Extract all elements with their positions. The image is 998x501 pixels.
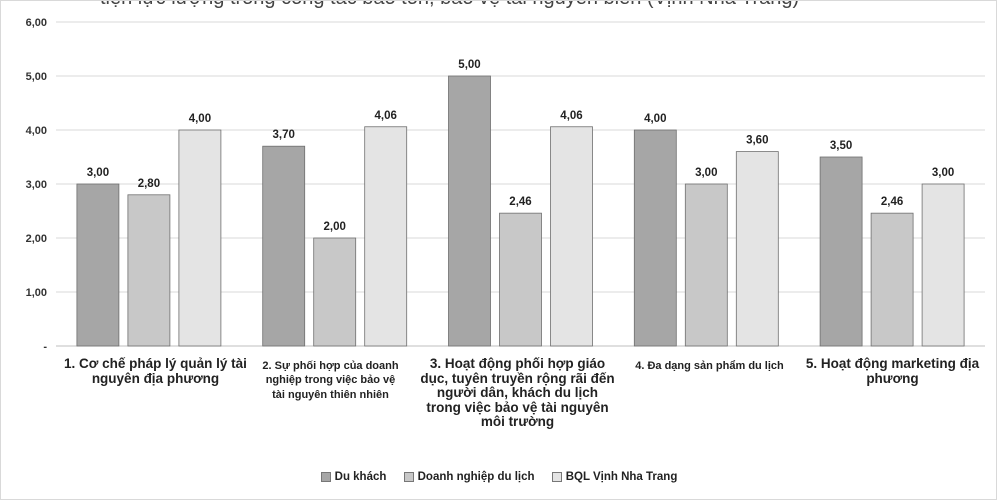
data-label-series1-cat3: 5,00	[458, 59, 480, 71]
bar-series1-cat3	[448, 75, 491, 347]
bar-series2-cat4	[684, 183, 728, 347]
y-tick-label-1: 1,00	[26, 287, 47, 299]
data-label-series3-cat4: 3,60	[746, 135, 768, 147]
y-tick-label-0: -	[43, 341, 47, 353]
legend-swatch-du-khach	[320, 472, 331, 482]
y-tick-label-3: 3,00	[26, 179, 47, 191]
data-label-series2-cat5: 2,46	[881, 196, 903, 208]
y-tick-label-4: 4,00	[26, 125, 47, 137]
bar-series3-cat5	[921, 183, 965, 347]
data-label-series3-cat5: 3,00	[932, 167, 954, 179]
legend-label-du-khach: Du khách	[334, 471, 387, 483]
category-label-5: 5. Hoạt động marketing địa phương	[805, 356, 980, 386]
bar-series1-cat1	[76, 183, 120, 347]
data-label-series3-cat2: 4,06	[375, 110, 397, 122]
data-label-series1-cat2: 3,70	[273, 129, 295, 141]
bar-series2-cat2	[313, 237, 357, 347]
bar-series3-cat3	[550, 126, 593, 347]
category-label-4: 4. Đa dạng sản phẩm du lịch	[635, 360, 784, 372]
legend-label-bql: BQL Vịnh Nha Trang	[565, 471, 678, 483]
y-tick-label-5: 5,00	[26, 71, 47, 83]
data-label-series2-cat2: 2,00	[324, 221, 346, 233]
legend-swatch-doanh-nghiep	[403, 472, 414, 482]
data-label-series3-cat3: 4,06	[560, 110, 582, 122]
data-label-series1-cat4: 4,00	[644, 113, 666, 125]
data-label-series1-cat5: 3,50	[830, 140, 852, 152]
legend-label-doanh-nghiep: Doanh nghiệp du lịch	[417, 471, 535, 483]
data-label-series2-cat1: 2,80	[138, 178, 160, 190]
bar-series1-cat4	[633, 129, 677, 347]
chart-title-cropped: tiện lực lượng trong công tác bảo tồn, b…	[100, 0, 799, 10]
bar-series2-cat3	[499, 212, 542, 347]
bar-series3-cat1	[178, 129, 222, 347]
bar-series2-cat5	[870, 212, 914, 347]
data-label-series1-cat1: 3,00	[87, 167, 109, 179]
data-label-series2-cat4: 3,00	[695, 167, 717, 179]
legend-swatch-bql	[551, 472, 562, 482]
bar-series3-cat2	[364, 126, 408, 347]
data-label-series3-cat1: 4,00	[189, 113, 211, 125]
category-label-1: 1. Cơ chế pháp lý quản lý tài nguyên địa…	[64, 356, 247, 386]
legend-item-bql: BQL Vịnh Nha Trang	[551, 471, 678, 483]
bar-series1-cat2	[262, 145, 306, 347]
y-tick-label-6: 6,00	[26, 17, 47, 29]
category-label-2: 2. Sự phối hợp của doanh nghiệp trong vi…	[262, 360, 399, 401]
legend-item-du-khach: Du khách	[320, 471, 387, 483]
legend-item-doanh-nghiep: Doanh nghiệp du lịch	[403, 471, 535, 483]
chart-legend: Du khách Doanh nghiệp du lịch BQL Vịnh N…	[0, 471, 998, 485]
bar-series1-cat5	[819, 156, 863, 347]
y-tick-label-2: 2,00	[26, 233, 47, 245]
category-label-3: 3. Hoạt động phối hợp giáo dục, tuyên tr…	[420, 356, 615, 430]
bar-series3-cat4	[735, 151, 779, 347]
bar-series2-cat1	[127, 194, 171, 347]
data-label-series2-cat3: 2,46	[509, 196, 531, 208]
